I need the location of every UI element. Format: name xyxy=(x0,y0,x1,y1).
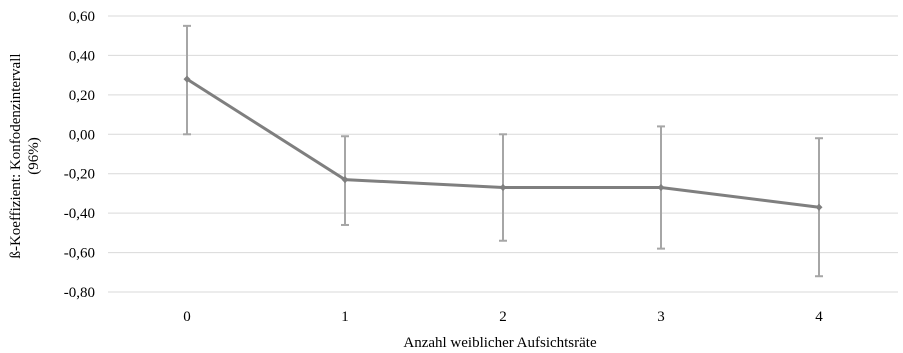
data-point xyxy=(815,203,823,211)
x-axis-title: Anzahl weiblicher Aufsichtsräte xyxy=(403,335,597,351)
y-tick-label: -0,60 xyxy=(64,246,95,262)
y-axis-title: ß-Koeffizient: Konfodenzintervall (96%) xyxy=(8,53,42,258)
data-point xyxy=(499,184,507,192)
y-tick-label: 0,60 xyxy=(69,9,95,25)
x-tick-label: 4 xyxy=(815,309,823,325)
x-tick-labels: 0 1 2 3 4 xyxy=(183,309,823,325)
data-point xyxy=(341,176,349,184)
y-tick-label: 0,40 xyxy=(69,48,95,64)
y-tick-label: -0,20 xyxy=(64,167,95,183)
y-tick-label: 0,20 xyxy=(69,88,95,104)
y-axis-title-line-1: ß-Koeffizient: Konfodenzintervall xyxy=(8,53,24,258)
data-point xyxy=(183,75,191,83)
data-points xyxy=(183,75,823,211)
x-tick-label: 2 xyxy=(499,309,507,325)
y-tick-label: -0,40 xyxy=(64,206,95,222)
x-tick-label: 1 xyxy=(341,309,349,325)
data-point xyxy=(657,184,665,192)
y-axis-title-line-2: (96%) xyxy=(26,137,42,175)
y-tick-label: 0,00 xyxy=(69,127,95,143)
x-tick-label: 0 xyxy=(183,309,191,325)
error-bars xyxy=(183,24,823,278)
y-tick-label: -0,80 xyxy=(64,285,95,301)
y-tick-labels: 0,60 0,40 0,20 0,00 -0,20 -0,40 -0,60 -0,80 xyxy=(64,9,95,301)
x-tick-label: 3 xyxy=(657,309,665,325)
